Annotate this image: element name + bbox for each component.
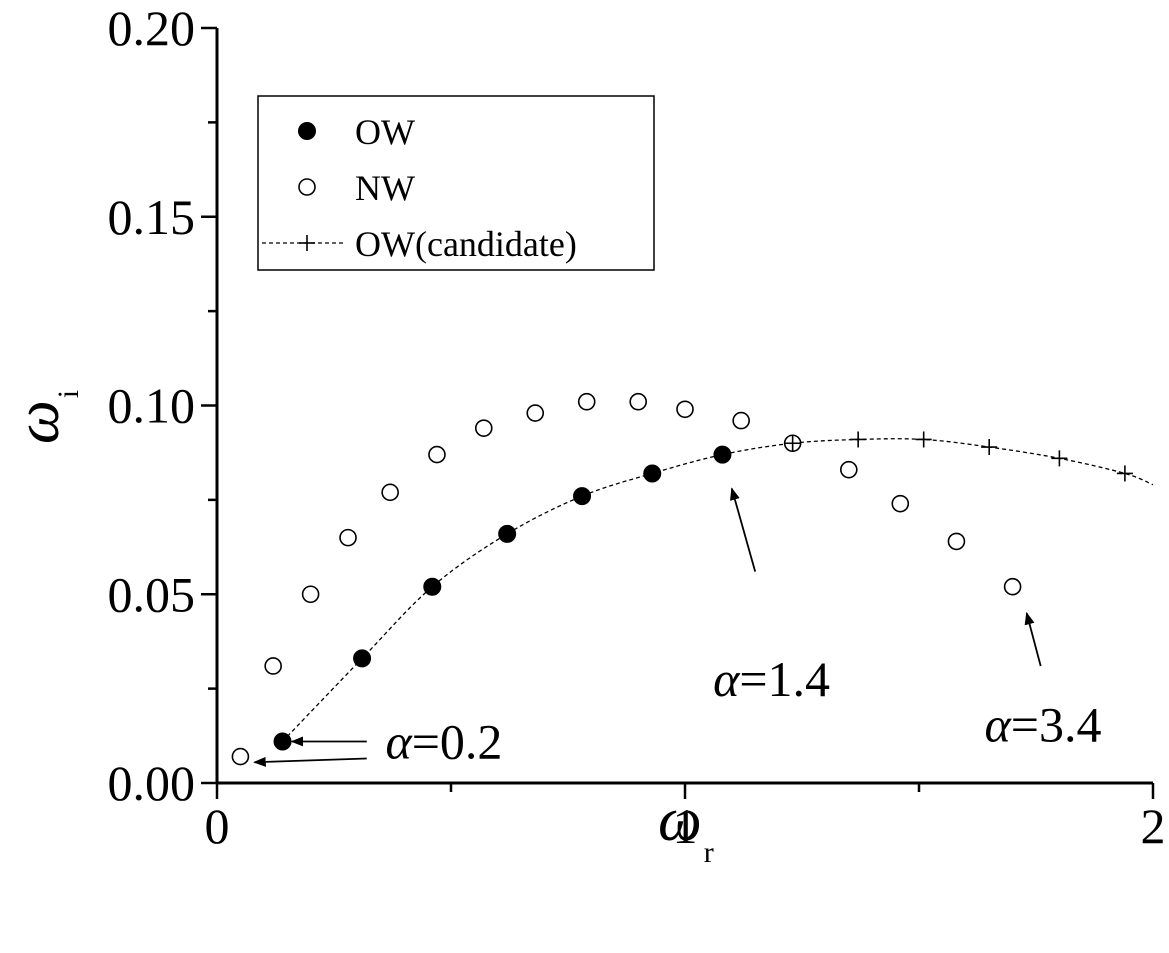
ow-point: [713, 445, 732, 464]
x-axis-title-subscript: r: [704, 836, 714, 869]
ow-candidate-point: [1051, 450, 1068, 467]
alpha-value: =3.4: [1011, 696, 1102, 752]
x-tick-label: 0: [205, 798, 230, 854]
nw-point: [526, 404, 545, 422]
ow-point: [353, 649, 372, 668]
nw-point: [301, 585, 320, 604]
annotation-label: α=3.4: [985, 696, 1102, 752]
nw-point: [629, 392, 648, 411]
ow-candidate-point: [1116, 465, 1133, 482]
alpha-value: =0.2: [412, 713, 503, 769]
nw-point: [474, 419, 493, 437]
y-tick-label: 0.15: [108, 189, 196, 245]
nw-point: [839, 460, 858, 479]
nw-point: [264, 657, 282, 675]
x-tick-label: 1: [673, 798, 698, 854]
annotations: α=0.2α=1.4α=3.4: [253, 487, 1102, 769]
nw-point: [231, 747, 250, 766]
y-tick-label: 0.20: [108, 0, 196, 56]
nw-point: [676, 400, 694, 419]
annotation-arrow: [730, 487, 757, 572]
legend-ow-marker: [298, 122, 316, 140]
alpha-symbol: α: [985, 696, 1013, 752]
y-tick-label: 0.00: [108, 755, 196, 811]
ow-candidate-point: [915, 431, 932, 448]
legend-box: [257, 95, 655, 271]
nw-point: [947, 532, 966, 551]
nw-point: [339, 528, 357, 547]
ow-point: [273, 732, 292, 751]
legend-label: OW: [355, 112, 415, 152]
ow-point: [573, 487, 592, 506]
ow-point: [643, 464, 662, 483]
y-axis-title: ωi: [4, 390, 85, 444]
ow-candidate-point: [784, 435, 801, 452]
nw-point: [428, 445, 446, 464]
legend-label: OW(candidate): [355, 224, 577, 264]
ow-candidate-point: [850, 431, 867, 448]
alpha-value: =1.4: [739, 651, 830, 707]
nw-point: [891, 494, 910, 513]
legend: OW NW OW(candidate): [257, 95, 655, 271]
y-axis-title-subscript: i: [52, 390, 85, 398]
ow-candidate-point: [981, 439, 998, 456]
nw-point: [577, 392, 596, 411]
y-tick-label: 0.10: [108, 378, 196, 434]
legend-nw-marker: [298, 178, 316, 196]
x-tick-label: 2: [1141, 798, 1166, 854]
legend-candidate-marker: [299, 235, 315, 251]
alpha-symbol: α: [385, 713, 413, 769]
annotation-label: α=1.4: [713, 651, 830, 707]
ow-point: [423, 577, 442, 596]
legend-label: NW: [355, 168, 415, 208]
annotation-arrow: [253, 756, 367, 767]
annotation-label: α=0.2: [385, 713, 502, 769]
x-axis-title: ωr: [658, 786, 714, 869]
annotation-arrow: [1024, 611, 1042, 667]
nw-point: [732, 411, 750, 430]
nw-point: [381, 483, 399, 502]
nw-point: [1003, 577, 1022, 596]
y-tick-label: 0.05: [108, 566, 196, 622]
x-axis-title-symbol: ω: [658, 786, 702, 854]
data-markers: [231, 392, 1133, 766]
y-axis-title-symbol: ω: [4, 400, 72, 444]
axis-ticks: 0 1 2 0.00 0.05 0.10 0.15 0.20: [108, 0, 1166, 854]
ow-point: [498, 524, 517, 543]
alpha-symbol: α: [713, 651, 741, 707]
